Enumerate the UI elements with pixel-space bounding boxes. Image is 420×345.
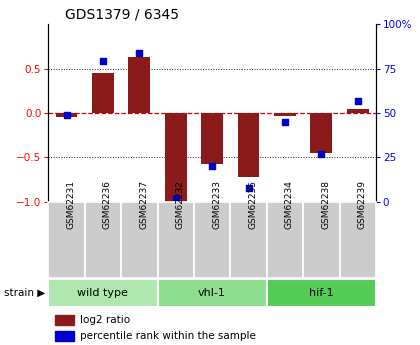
Text: GSM62233: GSM62233 [212,180,221,229]
Point [209,164,215,169]
Bar [267,279,376,307]
Text: GDS1379 / 6345: GDS1379 / 6345 [65,8,178,22]
Bar [92,73,114,113]
Text: GSM62235: GSM62235 [249,180,257,229]
Bar [347,109,369,113]
Text: GSM62231: GSM62231 [66,180,76,229]
Text: GSM62239: GSM62239 [358,180,367,229]
Bar [274,113,296,116]
Text: strain ▶: strain ▶ [4,288,45,298]
Point [63,112,70,118]
Bar [85,202,121,278]
Text: hif-1: hif-1 [309,288,333,298]
Bar [121,202,158,278]
Bar [267,202,303,278]
Text: GSM62236: GSM62236 [103,180,112,229]
Text: log2 ratio: log2 ratio [80,315,130,325]
Text: GSM62237: GSM62237 [139,180,148,229]
Bar [230,202,267,278]
Point [172,196,179,201]
Point [281,119,288,125]
Bar [55,331,74,342]
Point [100,59,106,64]
Text: GSM62232: GSM62232 [176,180,185,229]
Bar [238,113,260,177]
Bar [201,113,223,164]
Bar [55,113,77,117]
Point [354,98,361,103]
Bar [48,279,158,307]
Bar [303,202,339,278]
Bar [339,202,376,278]
Point [136,50,143,55]
Bar [129,57,150,113]
Point [318,151,325,157]
Bar [158,202,194,278]
Bar [310,113,332,153]
Bar [165,113,186,202]
Text: GSM62234: GSM62234 [285,180,294,229]
Text: vhl-1: vhl-1 [198,288,226,298]
Text: percentile rank within the sample: percentile rank within the sample [80,331,256,341]
Point [245,185,252,190]
Bar [194,202,230,278]
Text: GSM62238: GSM62238 [321,180,330,229]
Bar [55,315,74,325]
Text: wild type: wild type [77,288,129,298]
Bar [158,279,267,307]
Bar [48,202,85,278]
